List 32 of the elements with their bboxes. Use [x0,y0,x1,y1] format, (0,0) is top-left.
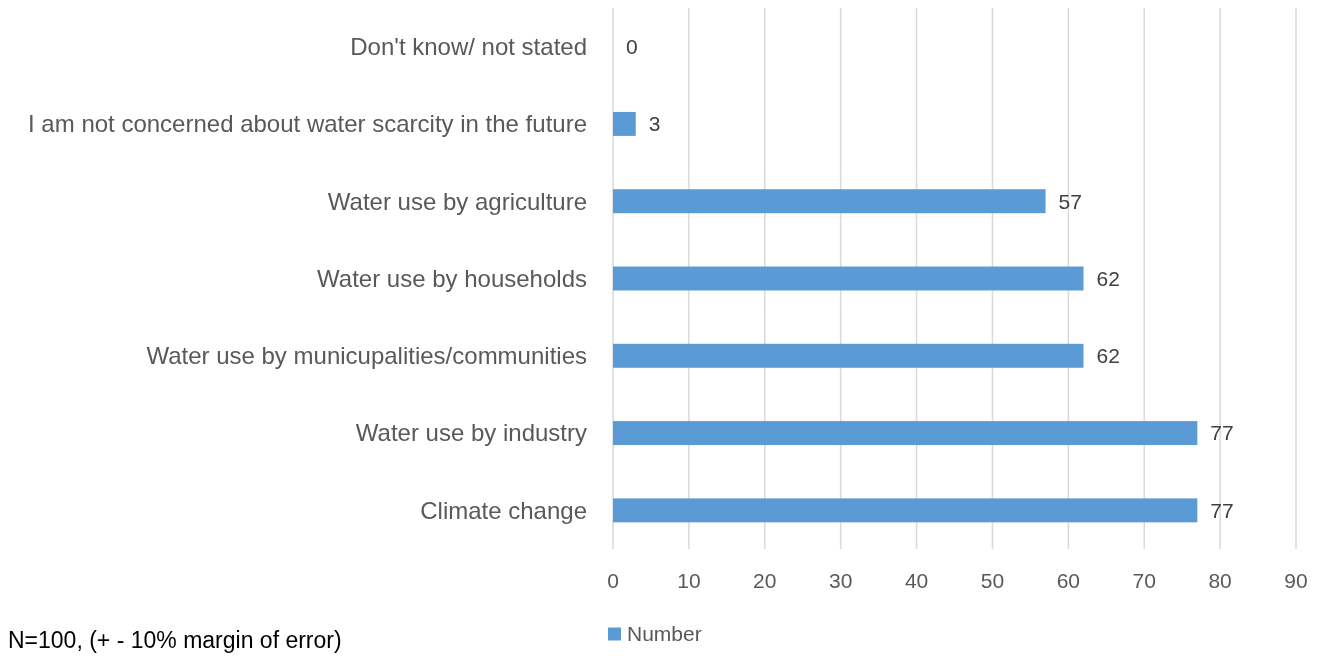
x-tick-label: 40 [904,569,929,593]
data-label: 57 [1058,189,1082,213]
x-tick-label: 50 [980,569,1005,593]
bar [613,498,1198,523]
data-label: 62 [1096,266,1120,290]
x-tick-label: 20 [753,569,777,593]
data-label: 77 [1210,421,1234,445]
x-tick-label: 0 [607,569,619,593]
text: N=100, (+ - 10% margin of error) [8,627,342,653]
legend-label: Number [627,622,702,646]
data-label: 3 [648,112,661,136]
bar [613,343,1084,368]
x-tick-label: 80 [1208,569,1232,593]
data-label: 0 [626,34,638,58]
data-label: 77 [1210,498,1234,522]
y-tick-label: Water use by agriculture [327,187,587,215]
x-tick-label: 10 [677,569,701,593]
x-tick-label: 70 [1132,569,1156,593]
x-tick-label: 30 [828,569,853,593]
y-tick-label: Water use by households [317,264,587,292]
y-tick-label: Water use by industry [355,419,587,447]
y-tick-label: Climate change [420,496,587,524]
bar [613,266,1084,291]
x-tick-label: 90 [1284,569,1308,593]
data-label: 62 [1096,344,1120,368]
y-tick-label: Water use by municupalities/communities [146,342,587,370]
bar [613,421,1198,446]
y-tick-label: I am not concerned about water scarcity in the future [28,110,587,138]
y-tick-label: Don't know/ not stated [350,33,587,61]
bar [613,189,1046,214]
x-tick-label: 60 [1056,569,1081,593]
bar [613,111,636,136]
